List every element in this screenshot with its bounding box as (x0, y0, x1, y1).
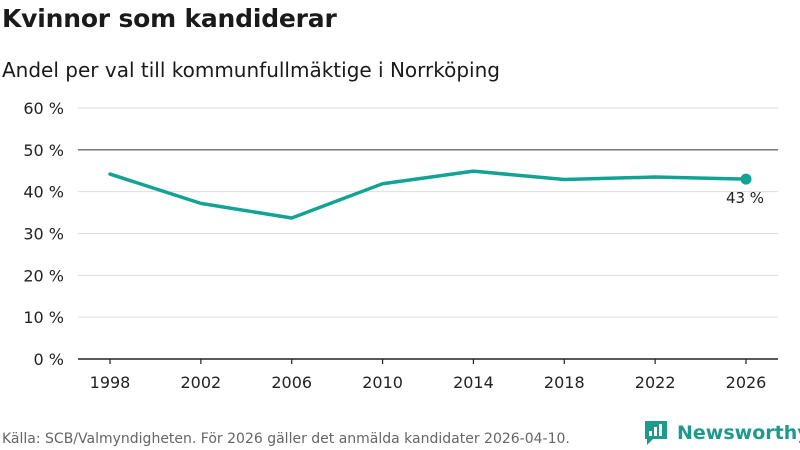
y-tick-label-0: 0 % (34, 350, 64, 369)
x-tick-label-2006: 2006 (271, 373, 312, 392)
chart-subtitle: Andel per val till kommunfullmäktige i N… (2, 58, 500, 82)
y-tick-label-30: 30 % (23, 225, 64, 244)
x-tick-label-1998: 1998 (90, 373, 131, 392)
y-tick-label-40: 40 % (23, 183, 64, 202)
y-tick-label-20: 20 % (23, 266, 64, 285)
chart-title: Kvinnor som kandiderar (2, 4, 337, 33)
x-tick-label-2002: 2002 (180, 373, 221, 392)
x-tick-label-2014: 2014 (453, 373, 494, 392)
series-line (108, 169, 748, 220)
x-tick-label-2022: 2022 (635, 373, 676, 392)
source-note: Källa: SCB/Valmyndigheten. För 2026 gäll… (2, 431, 570, 447)
y-tick-label-50: 50 % (23, 141, 64, 160)
newsworthy-logo-icon (645, 421, 667, 445)
end-point-label: 43 % (726, 189, 764, 207)
y-tick-label-10: 10 % (23, 308, 64, 327)
end-point-marker (740, 173, 752, 185)
x-tick-label-2026: 2026 (726, 373, 767, 392)
newsworthy-logo: Newsworthy (643, 419, 800, 447)
brand-name: Newsworthy (677, 422, 800, 444)
x-tick-label-2010: 2010 (362, 373, 403, 392)
x-tick-label-2018: 2018 (544, 373, 585, 392)
y-tick-label-60: 60 % (23, 99, 64, 118)
